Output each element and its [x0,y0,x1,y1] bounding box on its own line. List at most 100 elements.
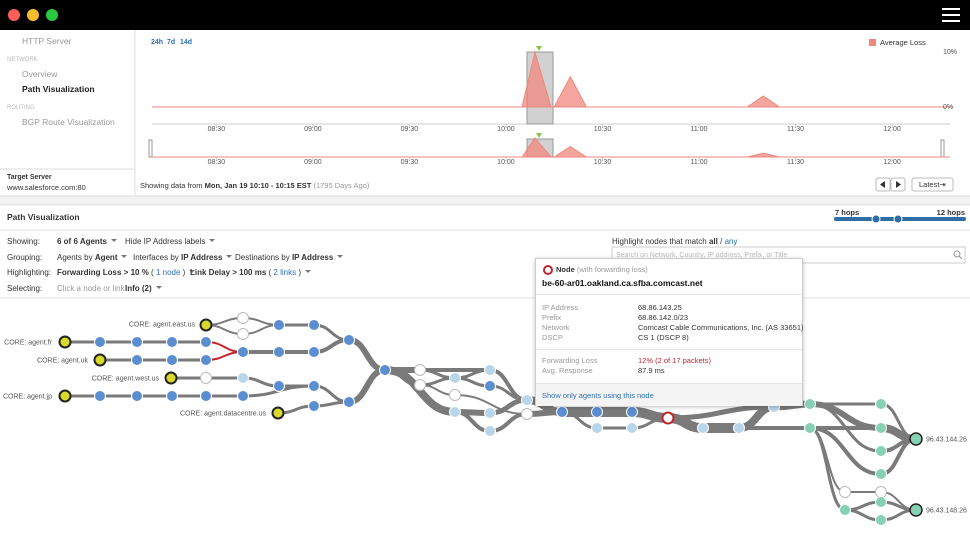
agent-node[interactable] [58,389,72,403]
destination-node[interactable] [909,432,923,446]
dropdown[interactable]: Agents by Agent [57,253,127,263]
latest-label[interactable]: Latest⇥ [919,180,946,189]
agent-node[interactable] [271,406,285,420]
hop-node[interactable] [237,346,249,358]
hop-node[interactable] [875,514,887,526]
dropdown[interactable]: Interfaces by IP Address [133,253,232,263]
hop-node[interactable] [875,496,887,508]
hop-node[interactable] [200,336,212,348]
hop-node[interactable] [166,390,178,402]
hop-node[interactable] [237,372,249,384]
nav-item[interactable]: Overview [22,69,58,79]
hop-node[interactable] [449,372,461,384]
hop-node[interactable] [875,486,887,498]
range-button[interactable]: 7d [167,39,176,46]
dropdown[interactable]: 6 of 6 Agents [57,237,117,247]
hop-node[interactable] [200,372,212,384]
hop-node[interactable] [626,406,638,418]
hop-node[interactable] [804,422,816,434]
hop-node[interactable] [626,422,638,434]
menu-icon[interactable] [942,8,960,22]
hop-node[interactable] [343,334,355,346]
hop-node[interactable] [484,380,496,392]
minimize-button[interactable] [27,9,39,21]
field-label: Network [542,323,570,332]
agent-node[interactable] [164,371,178,385]
hop-node[interactable] [273,380,285,392]
hop-node[interactable] [875,422,887,434]
hop-node[interactable] [875,468,887,480]
hop-node[interactable] [839,504,851,516]
hop-node[interactable] [697,422,709,434]
hop-node[interactable] [237,390,249,402]
hop-node[interactable] [131,354,143,366]
hop-node[interactable] [733,422,745,434]
range-button[interactable]: 14d [180,39,193,46]
hop-node[interactable] [379,364,391,376]
selection-marker [536,133,542,138]
hop-node[interactable] [449,406,461,418]
range-button[interactable]: 24h [151,39,164,46]
hop-node[interactable] [131,390,143,402]
field-label: DSCP [542,333,563,342]
hop-node[interactable] [591,422,603,434]
hop-node[interactable] [200,354,212,366]
hop-node[interactable] [484,364,496,376]
nav-item[interactable]: BGP Route Visualization [22,117,115,127]
hop-node[interactable] [414,364,426,376]
destination-node[interactable] [909,503,923,517]
search-placeholder[interactable]: Search on Network, Country, IP address, … [616,252,788,259]
hop-node[interactable] [484,407,496,419]
hop-node[interactable] [273,319,285,331]
hop-node[interactable] [661,411,675,425]
hop-node[interactable] [94,390,106,402]
match-all[interactable]: all [708,237,718,246]
match-any[interactable]: any [724,237,738,246]
hop-node[interactable] [343,396,355,408]
hop-node[interactable] [94,336,106,348]
hop-node[interactable] [273,346,285,358]
count-link[interactable]: 2 links [273,268,297,277]
hop-node[interactable] [308,380,320,392]
hop-node[interactable] [308,400,320,412]
hop-node[interactable] [200,390,212,402]
prev-button[interactable] [875,177,891,192]
dropdown[interactable]: Destinations by IP Address [235,253,343,263]
latest-button[interactable] [911,177,954,192]
hop-node[interactable] [804,398,816,410]
hop-node[interactable] [131,336,143,348]
hop-node[interactable] [484,425,496,437]
nav-item-active[interactable]: Path Visualization [22,84,95,94]
agent-node[interactable] [199,318,213,332]
hop-node[interactable] [521,408,533,420]
hop-node[interactable] [414,379,426,391]
next-button[interactable] [890,177,906,192]
range-handle[interactable] [940,139,945,158]
nav-item[interactable]: HTTP Server [22,36,72,46]
hop-node[interactable] [591,406,603,418]
dropdown[interactable]: Link Delay > 100 ms ( 2 links ) [190,268,311,278]
count-link[interactable]: 1 node [155,268,181,277]
hop-node[interactable] [449,389,461,401]
hop-node[interactable] [308,346,320,358]
agent-node[interactable] [58,335,72,349]
hop-node[interactable] [166,336,178,348]
hop-slider[interactable] [834,214,966,224]
hop-node[interactable] [839,486,851,498]
hop-node[interactable] [237,312,249,324]
close-button[interactable] [8,9,20,21]
hop-node[interactable] [166,354,178,366]
hop-node[interactable] [875,445,887,457]
hop-node[interactable] [875,398,887,410]
dropdown[interactable]: Info (2) [125,284,162,294]
hop-node[interactable] [556,406,568,418]
hop-node[interactable] [521,394,533,406]
agent-node[interactable] [93,353,107,367]
range-handle[interactable] [148,139,153,158]
dropdown[interactable]: Forwarding Loss > 10 % ( 1 node ) [57,268,195,278]
tooltip-action[interactable]: Show only agents using this node [542,391,654,400]
dropdown[interactable]: Hide IP Address labels [125,237,215,247]
zoom-button[interactable] [46,9,58,21]
hop-node[interactable] [237,328,249,340]
hop-node[interactable] [308,319,320,331]
